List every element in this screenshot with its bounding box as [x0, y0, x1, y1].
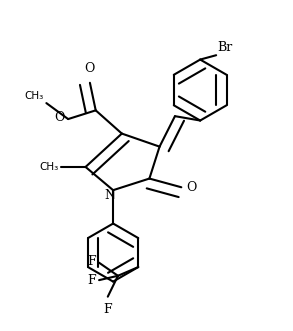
Text: F: F — [103, 303, 112, 316]
Text: F: F — [88, 255, 96, 268]
Text: Br: Br — [218, 41, 233, 54]
Text: CH₃: CH₃ — [25, 91, 44, 101]
Text: CH₃: CH₃ — [39, 162, 59, 172]
Text: O: O — [54, 111, 65, 124]
Text: O: O — [85, 62, 95, 75]
Text: O: O — [187, 181, 197, 194]
Text: F: F — [88, 274, 96, 287]
Text: N: N — [104, 189, 115, 202]
